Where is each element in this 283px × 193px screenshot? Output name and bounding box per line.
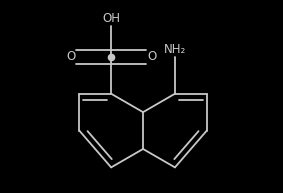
Text: O: O (66, 50, 75, 63)
Text: NH₂: NH₂ (164, 43, 186, 56)
Text: OH: OH (102, 12, 120, 25)
Text: O: O (147, 50, 156, 63)
